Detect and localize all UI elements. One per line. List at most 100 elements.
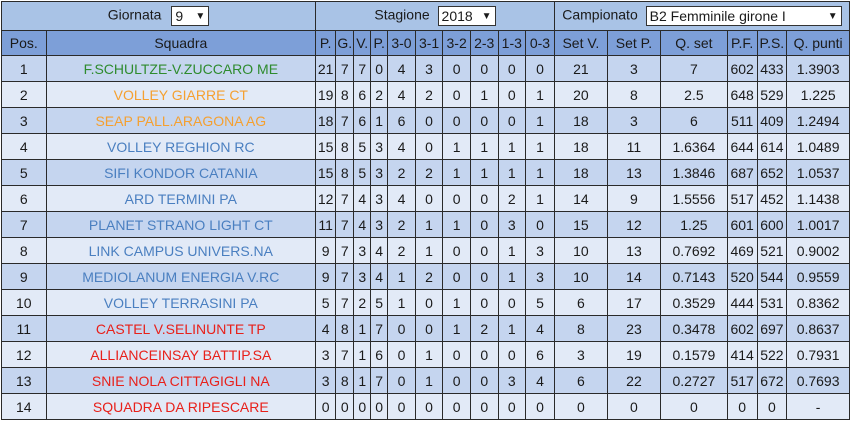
result-2-3-cell: 1 bbox=[469, 159, 499, 186]
sets-won-cell: 0 bbox=[553, 393, 608, 420]
result-3-0-cell: 1 bbox=[387, 289, 416, 316]
result-0-3-cell: 1 bbox=[525, 81, 555, 108]
sets-won-cell: 14 bbox=[553, 185, 608, 212]
result-3-0-cell: 2 bbox=[387, 237, 416, 264]
stagione-select[interactable]: 2018 ▼ bbox=[437, 6, 496, 26]
team-name: MEDIOLANUM ENERGIA V.RC bbox=[45, 263, 317, 290]
pos-cell: 9 bbox=[1, 263, 47, 290]
points-ratio-cell: 0.7693 bbox=[786, 367, 850, 394]
pos-cell: 14 bbox=[1, 393, 47, 420]
result-0-3-cell: 0 bbox=[525, 55, 555, 82]
result-2-3-cell: 0 bbox=[469, 237, 499, 264]
header-giocate: G. bbox=[335, 30, 355, 56]
points-ratio-cell: 0.9559 bbox=[786, 263, 850, 290]
stagione-label: Stagione bbox=[374, 6, 430, 23]
pos-cell: 12 bbox=[1, 341, 47, 368]
table-row: 3 SEAP PALL.ARAGONA AG 18 7 6 1 6 0 0 0 0 1 18 3 6 511 4… bbox=[1, 107, 850, 134]
points-for-cell: 511 bbox=[726, 107, 758, 134]
points-cell: 19 bbox=[315, 81, 337, 108]
sets-lost-cell: 19 bbox=[606, 341, 661, 368]
played-cell: 7 bbox=[335, 107, 355, 134]
points-ratio-cell: - bbox=[786, 393, 850, 420]
result-0-3-cell: 3 bbox=[525, 237, 555, 264]
pos-cell: 6 bbox=[1, 185, 47, 212]
points-for-cell: 602 bbox=[726, 55, 758, 82]
sets-won-cell: 20 bbox=[553, 81, 608, 108]
points-cell: 3 bbox=[315, 367, 337, 394]
played-cell: 8 bbox=[335, 159, 355, 186]
result-3-1-cell: 1 bbox=[414, 341, 444, 368]
result-3-2-cell: 1 bbox=[442, 315, 471, 342]
pos-cell: 1 bbox=[1, 55, 47, 82]
table-row: 9 MEDIOLANUM ENERGIA V.RC 9 7 3 4 1 2 0 0 1 3 10 14 0.… bbox=[1, 263, 850, 290]
won-cell: 4 bbox=[353, 211, 372, 238]
points-cell: 5 bbox=[315, 289, 337, 316]
result-3-2-cell: 0 bbox=[442, 237, 471, 264]
points-against-cell: 433 bbox=[756, 55, 788, 82]
lost-cell: 0 bbox=[370, 393, 389, 420]
header-set-vinti: Set V. bbox=[553, 30, 608, 56]
played-cell: 8 bbox=[335, 315, 355, 342]
giornata-select[interactable]: 9 ▼ bbox=[171, 6, 210, 26]
played-cell: 7 bbox=[335, 341, 355, 368]
table-row: 11 CASTEL V.SELINUNTE TP 4 8 1 7 0 0 1 2 1 4 8 23 0.34… bbox=[1, 315, 850, 342]
result-0-3-cell: 3 bbox=[525, 263, 555, 290]
team-name: SQUADRA DA RIPESCARE bbox=[45, 393, 317, 420]
pos-cell: 8 bbox=[1, 237, 47, 264]
sets-lost-cell: 22 bbox=[606, 367, 661, 394]
points-cell: 12 bbox=[315, 185, 337, 212]
won-cell: 0 bbox=[353, 393, 372, 420]
table-row: 14 SQUADRA DA RIPESCARE 0 0 0 0 0 0 0 0 0 0 0 0 0 0 0- bbox=[1, 393, 850, 420]
result-3-0-cell: 0 bbox=[387, 341, 416, 368]
points-for-cell: 601 bbox=[726, 211, 758, 238]
points-against-cell: 614 bbox=[756, 133, 788, 160]
result-3-0-cell: 2 bbox=[387, 159, 416, 186]
result-0-3-cell: 0 bbox=[525, 211, 555, 238]
won-cell: 5 bbox=[353, 133, 372, 160]
won-cell: 6 bbox=[353, 107, 372, 134]
result-0-3-cell: 1 bbox=[525, 107, 555, 134]
result-3-1-cell: 0 bbox=[414, 185, 444, 212]
sets-lost-cell: 13 bbox=[606, 237, 661, 264]
points-cell: 15 bbox=[315, 159, 337, 186]
points-for-cell: 648 bbox=[726, 81, 758, 108]
table-row: 12 ALLIANCEINSAY BATTIP.SA 3 7 1 6 0 1 0 0 0 6 3 19 0.… bbox=[1, 341, 850, 368]
campionato-select[interactable]: B2 Femminile girone I ▼ bbox=[645, 6, 842, 26]
lost-cell: 4 bbox=[370, 237, 389, 264]
table-header-row: Pos. Squadra P. G. V. P. 3-0 3-1 3-2 2-3 1-3 0-3 Set… bbox=[1, 30, 850, 56]
table-row: 10 VOLLEY TERRASINI PA 5 7 2 5 1 0 1 0 0 5 6 17 0.3529… bbox=[1, 289, 850, 316]
sets-lost-cell: 0 bbox=[606, 393, 661, 420]
sets-lost-cell: 9 bbox=[606, 185, 661, 212]
points-for-cell: 517 bbox=[726, 367, 758, 394]
stagione-value: 2018 bbox=[441, 8, 473, 24]
result-3-2-cell: 1 bbox=[442, 133, 471, 160]
result-2-3-cell: 2 bbox=[469, 315, 499, 342]
sets-won-cell: 6 bbox=[553, 367, 608, 394]
lost-cell: 3 bbox=[370, 185, 389, 212]
header-1-3: 1-3 bbox=[497, 30, 527, 56]
result-3-0-cell: 0 bbox=[387, 367, 416, 394]
played-cell: 7 bbox=[335, 263, 355, 290]
points-for-cell: 0 bbox=[726, 393, 758, 420]
result-0-3-cell: 1 bbox=[525, 185, 555, 212]
header-2-3: 2-3 bbox=[469, 30, 499, 56]
result-0-3-cell: 0 bbox=[525, 393, 555, 420]
result-0-3-cell: 6 bbox=[525, 341, 555, 368]
result-3-2-cell: 0 bbox=[442, 393, 471, 420]
table-row: 13 SNIE NOLA CITTAGIGLI NA 3 8 1 7 0 1 0 0 3 4 6 22 0.… bbox=[1, 367, 850, 394]
table-row: 6 ARD TERMINI PA 12 7 4 3 4 0 0 0 2 1 14 9 1.5556 517 45… bbox=[1, 185, 850, 212]
points-cell: 9 bbox=[315, 237, 337, 264]
result-3-0-cell: 4 bbox=[387, 55, 416, 82]
sets-won-cell: 18 bbox=[553, 133, 608, 160]
sets-won-cell: 3 bbox=[553, 341, 608, 368]
points-cell: 18 bbox=[315, 107, 337, 134]
filter-bar: Giornata 9 ▼ Stagione 2018 ▼ Campionato … bbox=[0, 1, 851, 31]
result-3-0-cell: 4 bbox=[387, 81, 416, 108]
result-1-3-cell: 1 bbox=[497, 133, 527, 160]
played-cell: 7 bbox=[335, 289, 355, 316]
points-against-cell: 452 bbox=[756, 185, 788, 212]
points-for-cell: 520 bbox=[726, 263, 758, 290]
result-0-3-cell: 1 bbox=[525, 133, 555, 160]
points-ratio-cell: 1.0489 bbox=[786, 133, 850, 160]
header-3-2: 3-2 bbox=[442, 30, 471, 56]
